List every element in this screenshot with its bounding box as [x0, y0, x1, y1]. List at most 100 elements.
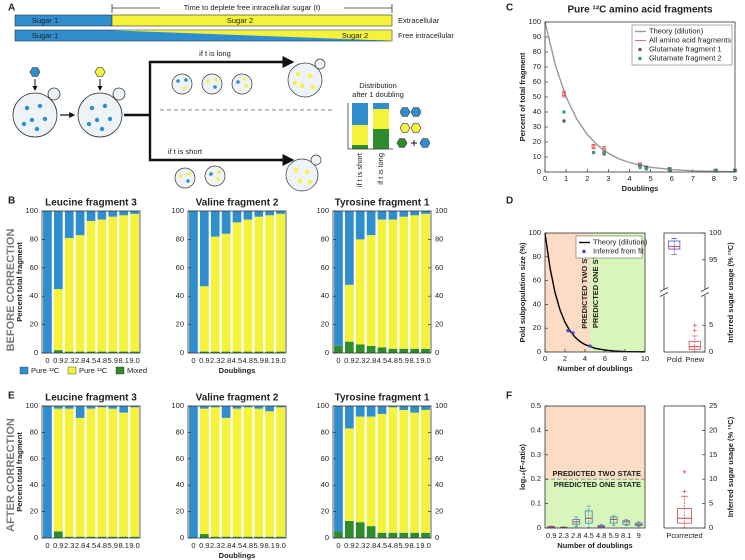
- x-tick-label: 4.8: [243, 541, 253, 550]
- bar-segment: [388, 406, 398, 408]
- bar-segment: [355, 522, 365, 538]
- y-tick-label: 0.1: [531, 499, 541, 508]
- x-tick-label: 2.8: [75, 541, 85, 550]
- legend-label: Theory (dilution): [593, 237, 648, 246]
- y-tick-label: 0.5: [531, 401, 541, 410]
- region-label: PREDICTED TWO STATE: [553, 469, 641, 478]
- x-tick-label: 9.0: [129, 356, 139, 365]
- y-tick-label: 0: [180, 348, 184, 357]
- axis-break: [661, 289, 667, 296]
- bar-segment: [53, 350, 63, 353]
- bar-segment: [108, 406, 118, 409]
- x-tick-label: 5.9: [108, 356, 118, 365]
- bar-segment: [421, 532, 430, 538]
- bar-segment: [410, 406, 420, 413]
- bar-segment: [86, 351, 96, 353]
- bar-segment: [221, 211, 231, 234]
- bar-segment: [410, 412, 420, 533]
- y-tick-label: 0: [325, 348, 329, 357]
- box: [584, 510, 593, 524]
- bar-segment: [265, 536, 275, 538]
- bar-segment: [243, 406, 253, 408]
- x-tick-label: 0.9: [53, 356, 63, 365]
- bar-segment: [199, 408, 209, 535]
- y-tick-label: 10: [533, 152, 541, 161]
- bar-segment: [86, 408, 96, 537]
- legend-swatch: [115, 366, 125, 375]
- bar-segment: [388, 348, 398, 353]
- sugar-icon: [419, 138, 431, 148]
- y-tick-label: 100: [316, 401, 329, 410]
- bar-segment: [75, 235, 85, 352]
- bar-segment: [108, 216, 118, 352]
- point: [638, 165, 642, 170]
- y-tick-label: 100: [528, 17, 541, 26]
- legend-label: Mixed: [127, 366, 147, 375]
- point: [588, 344, 592, 348]
- cells-short: [174, 154, 322, 192]
- cells-short-contents: [179, 167, 313, 185]
- x-tick-label: 8.1: [621, 531, 631, 540]
- x-tick-label: 2.3: [355, 356, 365, 365]
- schematic-bar: [352, 145, 368, 149]
- y-tick-label: 100: [316, 206, 329, 215]
- distribution-title: Distribution: [359, 81, 397, 90]
- whisker-cap: [637, 521, 641, 528]
- bar-segment: [377, 413, 387, 533]
- bar-segment: [243, 219, 253, 352]
- schematic-label: if t is short: [355, 152, 364, 187]
- x-tick-label: 5.9: [609, 531, 619, 540]
- panel-label: D: [506, 196, 513, 207]
- x-tick-label: 1: [564, 174, 568, 183]
- x-tick-label: 2: [563, 354, 567, 363]
- x-tick-label: 0.9: [53, 541, 63, 550]
- x-tick-label: 4.5: [377, 541, 387, 550]
- y-tick-label: 100: [25, 206, 38, 215]
- bar-segment: [334, 211, 343, 346]
- legend-label: All amino acid fragments: [649, 35, 731, 44]
- bar-segment: [199, 286, 209, 352]
- bar-segment: [75, 536, 85, 538]
- bar-segment: [254, 216, 264, 352]
- bar-segment: [199, 406, 209, 409]
- bar-segment: [254, 406, 264, 409]
- x-tick-label: 0: [191, 356, 195, 365]
- branch-label: if t is short: [168, 147, 203, 156]
- y-tick-label: 80: [321, 234, 329, 243]
- bar-segment: [388, 407, 398, 533]
- bar-segment: [210, 236, 220, 352]
- bar-segment: [199, 534, 209, 538]
- chart-title: Pure ¹²C amino acid fragments: [567, 5, 712, 16]
- box: [622, 520, 631, 525]
- schematic-label: if t is long: [376, 153, 385, 185]
- x-tick-label: 4.5: [232, 356, 242, 365]
- bar-segment: [86, 211, 96, 221]
- y-axis-label: Pold subpopulation size (%): [518, 242, 527, 343]
- bar-segment: [254, 211, 264, 217]
- y-tick-label: 20: [533, 323, 541, 332]
- y-tick-label: 100: [528, 228, 541, 237]
- bar-segment: [53, 289, 63, 351]
- bar-segment: [53, 531, 63, 538]
- bar-segment: [377, 219, 387, 348]
- whisker-cap: [574, 516, 578, 528]
- y-axis-label: Percent total fragment: [15, 432, 24, 512]
- whisker-cap: [612, 515, 616, 526]
- legend-label: Pure ¹³C: [79, 366, 108, 375]
- bar-segment: [210, 536, 220, 538]
- outlier: [692, 323, 697, 328]
- y-tick-label: 60: [176, 454, 184, 463]
- legend-label: Inferred from fit: [593, 246, 645, 255]
- x-axis-label: Number of doublings: [557, 364, 632, 373]
- bar-segment: [232, 408, 242, 537]
- bar-segment: [388, 211, 398, 220]
- y-tick-label: 80: [176, 427, 184, 436]
- bar-segment: [243, 211, 253, 220]
- x-tick-label: 5.9: [108, 541, 118, 550]
- bar-segment: [265, 351, 275, 353]
- y-tick-label: 60: [30, 454, 38, 463]
- x-tick-label: 4.5: [377, 356, 387, 365]
- bar-segment: [130, 536, 139, 538]
- bar-segment: [130, 211, 139, 214]
